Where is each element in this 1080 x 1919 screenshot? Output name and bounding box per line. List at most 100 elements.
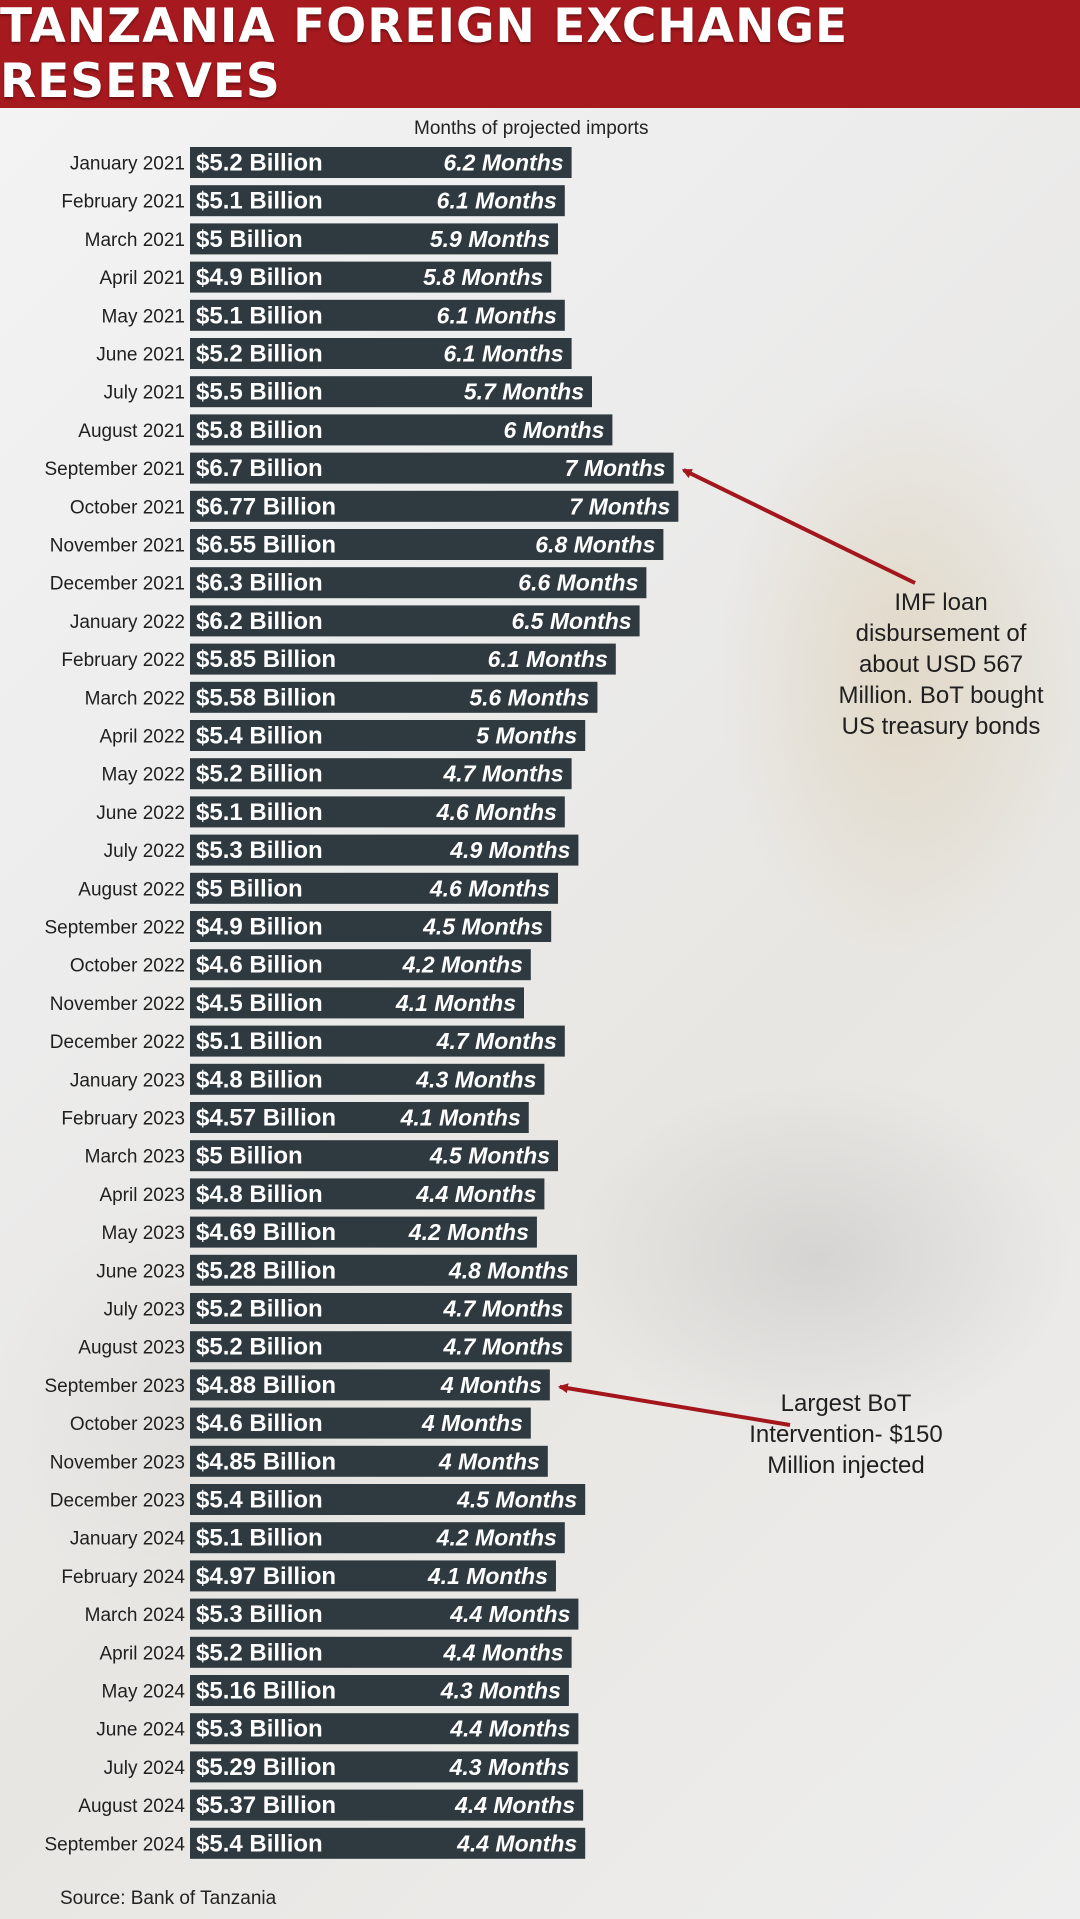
months-of-imports-label: 4 Months bbox=[440, 1372, 542, 1398]
bar-row: May 2023 $4.69 Billion 4.2 Months bbox=[102, 1216, 537, 1248]
month-label: June 2024 bbox=[96, 1720, 185, 1741]
reserve-value-label: $5.1 Billion bbox=[196, 188, 323, 215]
month-label: June 2023 bbox=[96, 1261, 185, 1282]
months-of-imports-label: 4.1 Months bbox=[427, 1563, 548, 1589]
bar-row: January 2021 $5.2 Billion 6.2 Months bbox=[70, 147, 572, 178]
bar-row: April 2021 $4.9 Billion 5.8 Months bbox=[99, 261, 552, 293]
reserve-bar bbox=[190, 1713, 579, 1745]
bar-row: December 2022 $5.1 Billion 4.7 Months bbox=[50, 1025, 565, 1057]
reserve-bar bbox=[190, 1331, 572, 1363]
reserve-value-label: $5.2 Billion bbox=[196, 150, 323, 177]
reserve-bar bbox=[190, 758, 572, 790]
month-label: October 2023 bbox=[70, 1414, 185, 1435]
reserve-bar bbox=[190, 1293, 572, 1324]
reserve-value-label: $4.9 Billion bbox=[196, 914, 323, 941]
bar-row: November 2022 $4.5 Billion 4.1 Months bbox=[50, 987, 524, 1019]
bar-row: May 2022 $5.2 Billion 4.7 Months bbox=[102, 758, 572, 790]
bar-row: July 2021 $5.5 Billion 5.7 Months bbox=[104, 376, 592, 408]
bar-row: November 2023 $4.85 Billion 4 Months bbox=[50, 1445, 548, 1477]
month-label: January 2022 bbox=[70, 612, 185, 633]
reserve-value-label: $5.8 Billion bbox=[196, 417, 323, 444]
months-of-imports-label: 4.2 Months bbox=[408, 1219, 529, 1245]
months-of-imports-label: 4.3 Months bbox=[440, 1678, 561, 1704]
reserve-value-label: $5.4 Billion bbox=[196, 1487, 323, 1514]
months-of-imports-label: 4.5 Months bbox=[456, 1487, 577, 1513]
month-label: October 2022 bbox=[70, 956, 185, 977]
reserve-value-label: $6.2 Billion bbox=[196, 608, 323, 635]
months-of-imports-label: 4.8 Months bbox=[448, 1257, 569, 1283]
bar-row: January 2023 $4.8 Billion 4.3 Months bbox=[70, 1063, 545, 1095]
reserve-value-label: $5.2 Billion bbox=[196, 761, 323, 788]
months-of-imports-label: 4.5 Months bbox=[422, 914, 543, 940]
reserve-value-label: $4.8 Billion bbox=[196, 1181, 323, 1208]
months-of-imports-label: 4.1 Months bbox=[395, 990, 516, 1016]
month-label: March 2023 bbox=[85, 1147, 185, 1168]
months-of-imports-label: 5.8 Months bbox=[423, 264, 543, 290]
months-of-imports-label: 4.4 Months bbox=[442, 1639, 563, 1665]
reserve-bar bbox=[190, 1216, 537, 1248]
reserve-value-label: $5.3 Billion bbox=[196, 1601, 323, 1628]
annotation-arrow bbox=[557, 1383, 791, 1427]
bar-row: August 2024 $5.37 Billion 4.4 Months bbox=[78, 1789, 584, 1821]
month-label: June 2021 bbox=[96, 345, 185, 366]
reserve-bar bbox=[190, 223, 558, 255]
months-of-imports-label: 4.5 Months bbox=[429, 1143, 550, 1169]
reserve-value-label: $5.3 Billion bbox=[196, 837, 323, 864]
reserve-bar bbox=[190, 1675, 569, 1706]
reserve-bar bbox=[190, 147, 572, 178]
bar-row: September 2022 $4.9 Billion 4.5 Months bbox=[45, 911, 552, 942]
months-of-imports-label: 4.7 Months bbox=[442, 761, 563, 787]
month-label: February 2023 bbox=[61, 1109, 185, 1130]
month-label: November 2022 bbox=[50, 994, 185, 1015]
month-label: July 2023 bbox=[104, 1300, 185, 1321]
month-label: April 2022 bbox=[99, 727, 185, 748]
reserve-bar bbox=[190, 1636, 572, 1668]
reserve-value-label: $4.6 Billion bbox=[196, 1410, 323, 1437]
bar-row: September 2021 $6.7 Billion 7 Months bbox=[45, 452, 674, 484]
month-label: May 2023 bbox=[102, 1223, 185, 1244]
months-of-imports-label: 6.5 Months bbox=[511, 608, 631, 634]
bar-row: June 2024 $5.3 Billion 4.4 Months bbox=[96, 1713, 579, 1745]
reserve-value-label: $5.28 Billion bbox=[196, 1257, 336, 1284]
month-label: December 2022 bbox=[50, 1032, 185, 1053]
reserve-bar bbox=[190, 605, 640, 637]
month-label: February 2021 bbox=[61, 192, 185, 213]
reserve-value-label: $4.5 Billion bbox=[196, 990, 323, 1017]
month-label: September 2021 bbox=[45, 459, 186, 480]
reserve-value-label: $4.69 Billion bbox=[196, 1219, 336, 1246]
reserve-value-label: $5.1 Billion bbox=[196, 1525, 323, 1552]
reserve-bar bbox=[190, 490, 679, 522]
bar-row: October 2023 $4.6 Billion 4 Months bbox=[70, 1407, 531, 1439]
reserve-value-label: $6.3 Billion bbox=[196, 570, 323, 597]
reserve-value-label: $4.97 Billion bbox=[196, 1563, 336, 1590]
month-label: May 2024 bbox=[102, 1682, 186, 1703]
bar-row: April 2024 $5.2 Billion 4.4 Months bbox=[99, 1636, 572, 1668]
months-of-imports-label: 5.6 Months bbox=[469, 684, 589, 710]
month-label: December 2021 bbox=[50, 574, 185, 595]
bar-row: November 2021 $6.55 Billion 6.8 Months bbox=[50, 529, 664, 560]
months-of-imports-label: 4.4 Months bbox=[449, 1716, 570, 1742]
month-label: July 2024 bbox=[104, 1758, 186, 1779]
month-label: February 2024 bbox=[61, 1567, 185, 1588]
month-label: November 2021 bbox=[50, 536, 185, 557]
months-of-imports-label: 4.7 Months bbox=[442, 1334, 563, 1360]
month-label: August 2024 bbox=[78, 1796, 185, 1817]
bar-row: August 2022 $5 Billion 4.6 Months bbox=[78, 872, 558, 904]
bar-row: February 2021 $5.1 Billion 6.1 Months bbox=[61, 185, 565, 217]
months-of-imports-label: 4.7 Months bbox=[442, 1296, 563, 1322]
month-label: January 2024 bbox=[70, 1529, 186, 1550]
reserve-bar bbox=[190, 1102, 529, 1133]
reserve-value-label: $4.85 Billion bbox=[196, 1448, 336, 1475]
months-of-imports-label: 6.1 Months bbox=[437, 302, 557, 328]
bar-row: August 2023 $5.2 Billion 4.7 Months bbox=[78, 1331, 572, 1363]
reserve-value-label: $5.4 Billion bbox=[196, 723, 323, 750]
month-label: July 2021 bbox=[104, 383, 185, 404]
bar-row: May 2021 $5.1 Billion 6.1 Months bbox=[102, 299, 565, 331]
months-of-imports-label: 6.1 Months bbox=[488, 646, 608, 672]
bar-row: September 2024 $5.4 Billion 4.4 Months bbox=[45, 1827, 586, 1859]
month-label: May 2021 bbox=[102, 306, 185, 327]
axis-caption: Months of projected imports bbox=[414, 118, 649, 139]
month-label: September 2024 bbox=[45, 1834, 186, 1855]
reserve-value-label: $6.55 Billion bbox=[196, 532, 336, 559]
